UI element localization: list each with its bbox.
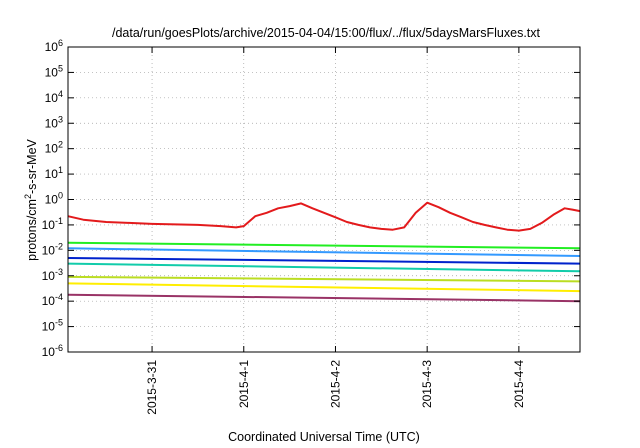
y-tick-label: 106: [45, 38, 63, 54]
y-tick-base: 10: [45, 40, 59, 54]
x-tick-label: 2015-4-3: [420, 360, 434, 408]
y-tick-label: 104: [45, 89, 63, 105]
y-tick-base: 10: [42, 320, 56, 334]
y-tick-exponent: -6: [55, 343, 63, 353]
x-axis-label: Coordinated Universal Time (UTC): [228, 430, 420, 444]
y-tick-base: 10: [42, 345, 56, 359]
y-tick-label: 102: [45, 140, 63, 156]
y-tick-exponent: -4: [55, 292, 63, 302]
y-tick-exponent: -1: [55, 216, 63, 226]
y-tick-label: 10-2: [42, 241, 63, 257]
x-tick-label: 2015-4-2: [328, 360, 342, 408]
y-tick-base: 10: [45, 167, 59, 181]
y-tick-exponent: 2: [58, 140, 63, 150]
series-line-2: [67, 241, 581, 250]
y-axis-label: protons/cm2-s-sr-MeV: [23, 138, 39, 260]
y-tick-exponent: -2: [55, 241, 63, 251]
y-tick-base: 10: [45, 91, 59, 105]
y-tick-label: 100: [45, 191, 63, 207]
y-tick-exponent: 3: [58, 114, 63, 124]
y-axis-label-superscript: 2: [23, 194, 33, 199]
y-tick-base: 10: [45, 116, 59, 130]
x-tick-label: 2015-4-1: [237, 360, 251, 408]
y-axis-label-unit: -s-sr-MeV: [25, 138, 39, 194]
y-tick-base: 10: [42, 294, 56, 308]
y-tick-label: 10-5: [42, 318, 63, 334]
y-tick-label: 101: [45, 165, 63, 181]
series-line-3: [67, 247, 581, 257]
y-tick-base: 10: [45, 65, 59, 79]
series-line-6: [67, 275, 581, 283]
y-tick-label: 10-1: [42, 216, 63, 232]
y-tick-exponent: -5: [55, 318, 63, 328]
x-tick-label: 2015-3-31: [145, 360, 159, 415]
y-tick-label: 103: [45, 114, 63, 130]
y-tick-base: 10: [45, 142, 59, 156]
series-line-8: [67, 293, 581, 303]
y-tick-exponent: 6: [58, 38, 63, 48]
y-tick-label: 10-4: [42, 292, 63, 308]
series-line-7: [67, 282, 581, 293]
series-line-4: [67, 257, 581, 265]
y-tick-base: 10: [45, 193, 59, 207]
y-tick-exponent: 0: [58, 191, 63, 201]
chart-title: /data/run/goesPlots/archive/2015-04-04/1…: [112, 26, 541, 40]
y-tick-exponent: 1: [58, 165, 63, 175]
y-tick-exponent: 4: [58, 89, 63, 99]
y-tick-exponent: -3: [55, 267, 63, 277]
y-axis: 10-610-510-410-310-210-11001011021031041…: [42, 38, 580, 359]
y-tick-base: 10: [42, 218, 56, 232]
y-tick-base: 10: [42, 269, 56, 283]
y-tick-label: 10-6: [42, 343, 63, 359]
y-axis-label-main: protons/cm: [25, 199, 39, 261]
grid: [68, 47, 580, 352]
y-tick-exponent: 5: [58, 63, 63, 73]
series-group: [67, 201, 581, 303]
y-tick-label: 10-3: [42, 267, 63, 283]
x-axis: 2015-3-31 2015-4-1 2015-4-2 2015-4-3 2015-4-…: [145, 47, 526, 415]
x-tick-label: 2015-4-4: [512, 360, 526, 408]
series-line-1: [67, 201, 581, 232]
y-tick-base: 10: [42, 243, 56, 257]
series-line-5: [67, 262, 581, 273]
y-tick-label: 105: [45, 63, 63, 79]
